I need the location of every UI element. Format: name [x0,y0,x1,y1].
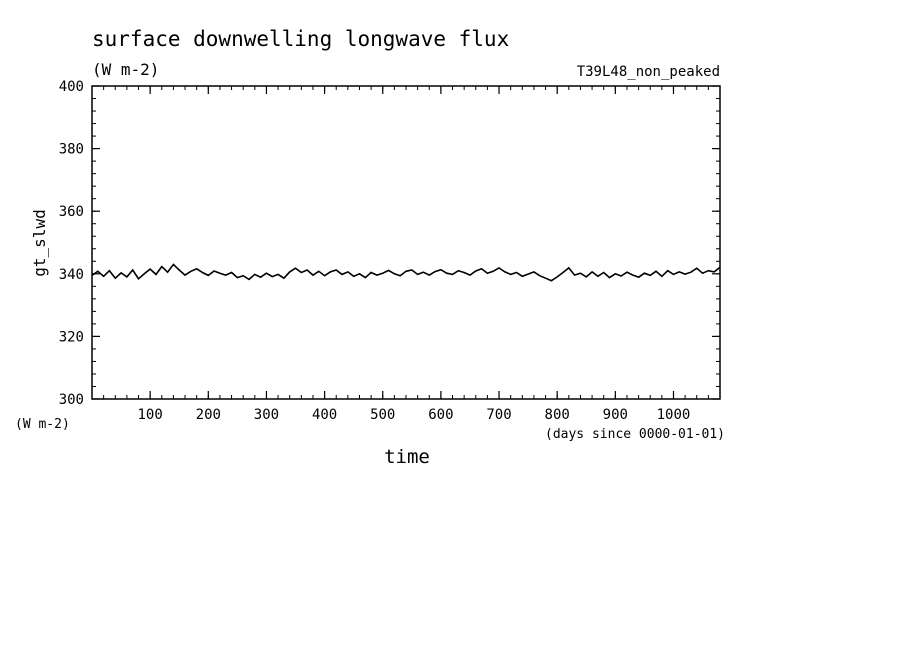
x-tick-labels: 100 200 300 400 500 600 700 800 900 1000 [137,407,690,423]
x-axis-units: (days since 0000-01-01) [545,427,725,442]
x-tick-label: 700 [486,407,511,423]
x-tick-label: 300 [254,407,279,423]
y-tick-label: 400 [59,79,84,95]
axis-ticks [92,85,720,400]
plot-frame [91,85,721,400]
x-tick-label: 200 [196,407,221,423]
y-tick-label: 380 [59,142,84,158]
x-tick-label: 100 [137,407,162,423]
y-tick-label: 300 [59,392,84,408]
y-tick-label: 340 [59,267,84,283]
y-tick-label: 360 [59,204,84,220]
x-tick-label: 800 [545,407,570,423]
x-axis-label: time [384,446,430,468]
x-tick-label: 900 [603,407,628,423]
x-tick-label: 600 [428,407,453,423]
y-tick-labels: 300 320 340 360 380 400 [59,79,84,408]
title-units: (W m-2) [92,60,159,79]
x-tick-label: 1000 [657,407,691,423]
y-tick-label: 320 [59,329,84,345]
run-label: T39L48_non_peaked [577,64,720,80]
x-tick-label: 500 [370,407,395,423]
series-line [91,263,721,282]
chart-title: surface downwelling longwave flux [92,27,509,51]
x-tick-label: 400 [312,407,337,423]
y-axis-label: gt_slwd [30,209,49,276]
y-axis-units: (W m-2) [15,417,70,432]
